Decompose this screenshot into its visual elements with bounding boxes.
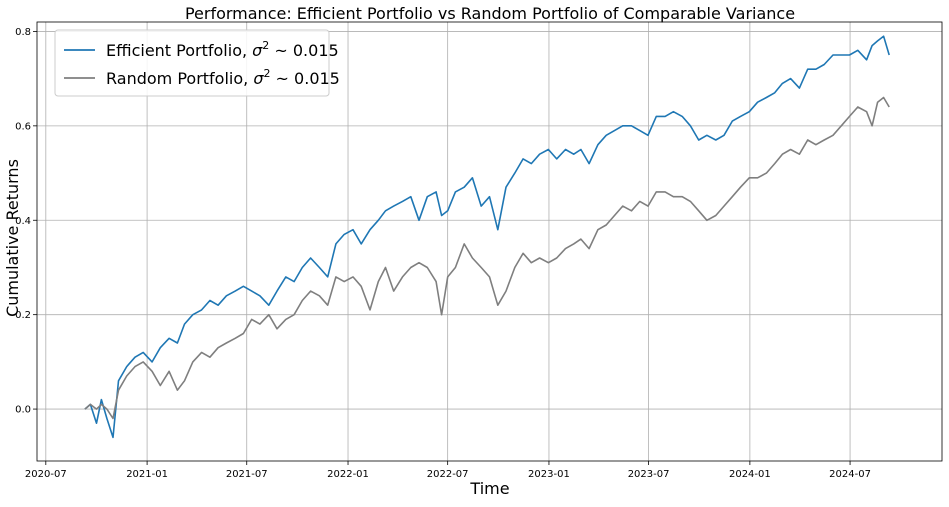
series-line-efficient-portfolio [84,35,890,439]
x-tick-label: 2024-07 [829,469,871,480]
y-tick-label: 0.0 [15,405,31,416]
legend-label-efficient-prefix: Efficient Portfolio, [106,41,252,60]
y-tick-label: 0.4 [15,216,31,227]
legend-label-efficient: Efficient Portfolio, σ2 ~ 0.015 [106,39,339,60]
legend-box [54,29,330,97]
x-tick-label: 2020-07 [25,469,67,480]
y-tick-label: 0.6 [15,121,31,132]
series-line-random-portfolio [84,96,890,420]
gridlines [37,22,942,461]
legend-label-random-prefix: Random Portfolio, [106,69,253,88]
x-tick-label: 2021-07 [226,469,268,480]
plot-frame [36,21,943,462]
tick-labels: 2020-07 2021-01 2021-07 2022-01 2022-07 2023-… [15,27,871,480]
x-tick-label: 2023-01 [528,469,570,480]
y-tick-label: 0.2 [15,310,31,321]
x-tick-label: 2022-01 [327,469,369,480]
x-tick-label: 2021-01 [126,469,168,480]
x-tick-label: 2022-07 [427,469,469,480]
legend: Efficient Portfolio, σ2 ~ 0.015 Random P… [54,29,340,97]
x-tick-label: 2024-01 [729,469,771,480]
x-tick-label: 2023-07 [628,469,670,480]
legend-label-random: Random Portfolio, σ2 ~ 0.015 [106,67,340,88]
y-tick-label: 0.8 [15,27,31,38]
x-axis-label: Time [469,479,509,498]
y-axis-label: Cumulative Returns [3,159,22,317]
chart-title: Performance: Efficient Portfolio vs Rand… [185,4,795,23]
series-lines [84,35,890,439]
